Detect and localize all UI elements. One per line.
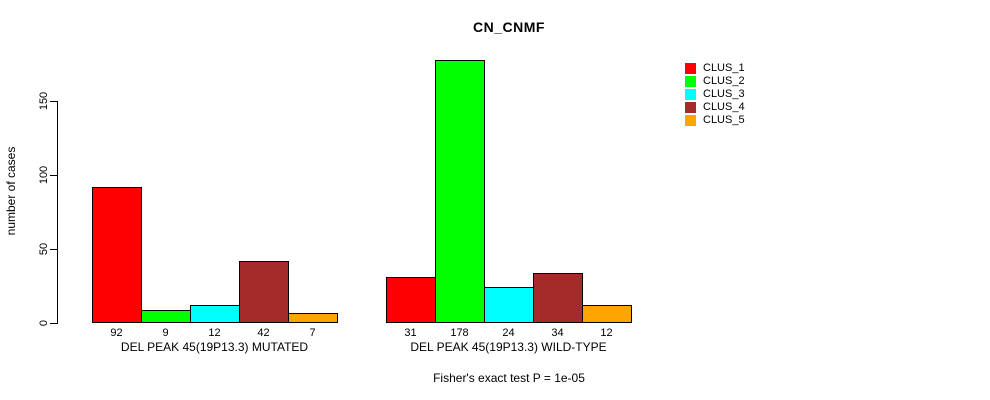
bar-clus_5-group-2 bbox=[582, 305, 632, 323]
y-tick-label-50: 50 bbox=[38, 242, 50, 256]
bar-value-label: 12 bbox=[600, 327, 613, 339]
chart-title: CN_CNMF bbox=[473, 19, 545, 35]
y-axis-label: number of cases bbox=[4, 146, 18, 236]
group-label-2: DEL PEAK 45(19P13.3) WILD-TYPE bbox=[410, 340, 607, 354]
y-tick-label-0: 0 bbox=[38, 319, 50, 327]
legend-swatch-icon bbox=[685, 89, 696, 100]
legend-swatch-icon bbox=[685, 115, 696, 126]
bar-clus_3-group-2 bbox=[484, 287, 534, 323]
legend-item-clus_5: CLUS_5 bbox=[685, 114, 745, 127]
bar-clus_5-group-1 bbox=[288, 313, 338, 323]
y-tick-150 bbox=[50, 101, 57, 102]
legend-label: CLUS_1 bbox=[703, 62, 745, 74]
bar-value-label: 24 bbox=[502, 327, 515, 339]
bar-clus_4-group-2 bbox=[533, 273, 583, 323]
y-tick-100 bbox=[50, 175, 57, 176]
bar-value-label: 34 bbox=[551, 327, 564, 339]
legend-label: CLUS_4 bbox=[703, 101, 745, 113]
footnote-fisher-test: Fisher's exact test P = 1e-05 bbox=[433, 371, 585, 385]
bar-clus_2-group-2 bbox=[435, 60, 485, 323]
bar-value-label: 7 bbox=[309, 327, 316, 339]
legend-swatch-icon bbox=[685, 102, 696, 113]
y-tick-50 bbox=[50, 249, 57, 250]
bar-value-label: 178 bbox=[450, 327, 469, 339]
bar-clus_3-group-1 bbox=[190, 305, 240, 323]
legend-swatch-icon bbox=[685, 63, 696, 74]
bar-value-label: 9 bbox=[162, 327, 169, 339]
legend-item-clus_4: CLUS_4 bbox=[685, 101, 745, 114]
bar-value-label: 92 bbox=[110, 327, 123, 339]
y-axis-line bbox=[57, 101, 58, 324]
legend-label: CLUS_3 bbox=[703, 88, 745, 100]
legend: CLUS_1 CLUS_2 CLUS_3 CLUS_4 CLUS_5 bbox=[685, 62, 745, 127]
legend-item-clus_1: CLUS_1 bbox=[685, 62, 745, 75]
group-label-1: DEL PEAK 45(19P13.3) MUTATED bbox=[120, 340, 309, 354]
legend-item-clus_2: CLUS_2 bbox=[685, 75, 745, 88]
legend-label: CLUS_2 bbox=[703, 75, 745, 87]
y-tick-label-150: 150 bbox=[38, 91, 50, 111]
bar-clus_2-group-1 bbox=[141, 310, 191, 323]
bar-value-label: 12 bbox=[208, 327, 221, 339]
legend-swatch-icon bbox=[685, 76, 696, 87]
bar-value-label: 31 bbox=[404, 327, 417, 339]
y-tick-label-100: 100 bbox=[38, 165, 50, 185]
bar-clus_1-group-1 bbox=[92, 187, 142, 323]
y-tick-0 bbox=[50, 323, 57, 324]
bar-value-label: 42 bbox=[257, 327, 270, 339]
legend-label: CLUS_5 bbox=[703, 114, 745, 126]
bar-clus_4-group-1 bbox=[239, 261, 289, 323]
legend-item-clus_3: CLUS_3 bbox=[685, 88, 745, 101]
bar-clus_1-group-2 bbox=[386, 277, 436, 323]
